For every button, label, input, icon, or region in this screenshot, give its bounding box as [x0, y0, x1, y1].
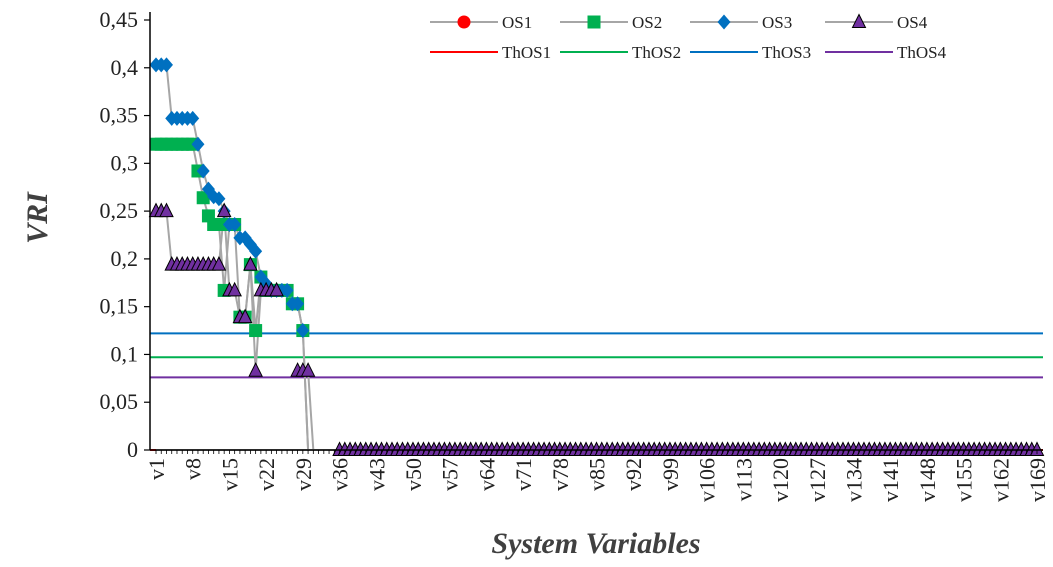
y-tick-label: 0,15 [100, 294, 139, 319]
point-os3-v26 [280, 282, 294, 298]
axes [144, 12, 1043, 454]
point-os2-v20 [249, 324, 263, 338]
series-line-os3 [156, 63, 1037, 451]
x-tick-label: v43 [364, 458, 389, 491]
y-tick-label: 0,3 [111, 150, 139, 175]
point-os4-v16 [227, 281, 242, 297]
y-tick-label: 0,4 [111, 55, 139, 80]
x-tick-label: v85 [585, 458, 610, 491]
x-tick-labels: v1 v8 v15 v22 v29 v36 v43 v50 v57 v64 v71 v78 v85 v92… [144, 458, 1050, 502]
legend-marker [717, 14, 731, 30]
series-line-os4 [156, 210, 1037, 451]
legend-item-thos1: ThOS1 [430, 43, 551, 62]
point-os3-v13 [212, 191, 226, 207]
x-tick-label: v50 [401, 458, 426, 491]
x-tick-label: v127 [805, 458, 830, 502]
x-tick-label: v141 [878, 458, 903, 502]
y-tick-label: 0,05 [100, 389, 139, 414]
legend-marker [851, 13, 867, 28]
legend-label: ThOS3 [762, 43, 811, 62]
x-tick-label: v78 [548, 458, 573, 491]
y-tick-label: 0 [127, 437, 138, 462]
legend-item-os4: OS4 [825, 13, 928, 32]
x-tick-label: v92 [621, 458, 646, 491]
point-os4-v30 [300, 362, 316, 377]
y-tick-label: 0,35 [100, 103, 139, 128]
point-os3-v29 [296, 323, 310, 339]
x-tick-label: v106 [695, 458, 720, 502]
point-os3-v16 [228, 216, 242, 232]
x-tick-label: v169 [1025, 458, 1050, 502]
legend-label: ThOS4 [897, 43, 947, 62]
y-tick-label: 0,1 [111, 341, 139, 366]
y-tick-label: 0,25 [100, 198, 139, 223]
y-axis-title: VRI [21, 191, 54, 244]
point-os4-v169 [1029, 441, 1045, 456]
x-tick-label: v113 [731, 458, 756, 501]
point-os4-v3 [159, 202, 174, 218]
x-tick-label: v99 [658, 458, 683, 491]
legend-label: OS2 [632, 13, 662, 32]
legend-marker [587, 15, 601, 29]
legend-item-os3: OS3 [690, 13, 792, 32]
x-tick-label: v36 [328, 458, 353, 491]
y-tick-label: 0,45 [100, 7, 139, 32]
legend-item-thos4: ThOS4 [825, 43, 947, 62]
point-os3-v20 [249, 243, 263, 259]
x-tick-label: v1 [144, 458, 169, 480]
legend-label: OS3 [762, 13, 792, 32]
legend-marker [457, 15, 471, 29]
x-tick-label: v64 [474, 458, 499, 491]
legend-label: OS1 [502, 13, 532, 32]
legend-item-thos3: ThOS3 [690, 43, 811, 62]
legend-item-os2: OS2 [560, 13, 662, 32]
point-os4-v24 [269, 281, 284, 297]
legend-label: OS4 [897, 13, 928, 32]
x-tick-label: v120 [768, 458, 793, 502]
x-axis-title: System Variables [491, 527, 700, 560]
series-markers [148, 57, 1045, 456]
point-os4-v13 [211, 256, 227, 271]
x-tick-label: v8 [181, 458, 206, 480]
point-os2-v13 [212, 217, 226, 231]
series-lines [156, 63, 1037, 451]
point-os3-v8 [186, 110, 200, 126]
threshold-lines [150, 332, 1043, 451]
point-os4-v20 [248, 362, 263, 377]
point-os4-v19 [243, 256, 258, 271]
x-tick-label: v29 [291, 458, 316, 491]
legend-label: ThOS1 [502, 43, 551, 62]
legend-item-thos2: ThOS2 [560, 43, 681, 62]
x-tick-label: v71 [511, 458, 536, 491]
x-tick-label: v57 [438, 458, 463, 491]
x-tick-label: v22 [254, 458, 279, 491]
legend-item-os1: OS1 [430, 13, 532, 32]
point-os4-v14 [216, 202, 232, 218]
x-tick-label: v134 [841, 458, 866, 502]
y-tick-labels: 0 0,05 0,1 0,15 0,2 0,25 0,3 0,35 0,4 0,45 [100, 7, 139, 462]
x-tick-label: v162 [988, 458, 1013, 502]
series-line-os2 [156, 143, 1037, 451]
point-os4-v18 [237, 308, 253, 324]
x-tick-label: v148 [915, 458, 940, 502]
y-tick-label: 0,2 [111, 246, 139, 271]
point-os3-v10 [196, 163, 210, 179]
point-os2-v10 [196, 191, 210, 205]
point-os3-v9 [191, 136, 205, 152]
x-tick-label: v15 [217, 458, 242, 491]
x-tick-label: v155 [952, 458, 977, 502]
legend-label: ThOS2 [632, 43, 681, 62]
point-os3-v3 [159, 57, 173, 73]
point-os3-v28 [291, 296, 305, 312]
legend: OS1 OS2 OS3 OS4 ThOS1 ThOS2 ThOS3 ThOS4 [430, 13, 947, 62]
